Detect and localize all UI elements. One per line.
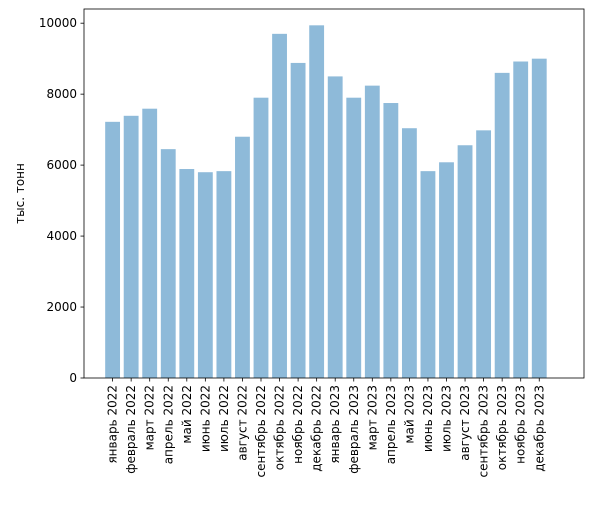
x-tick-label: май 2022 (180, 385, 194, 444)
bar (142, 108, 158, 378)
x-tick-label: октябрь 2022 (273, 385, 287, 470)
x-tick-label: май 2023 (402, 385, 416, 444)
x-tick-label: июль 2022 (217, 385, 231, 452)
y-tick-label: 4000 (46, 229, 77, 243)
x-tick-label: январь 2022 (106, 385, 120, 464)
bar (346, 97, 362, 378)
bar (272, 33, 287, 379)
y-axis-ticks: 0 2000 4000 6000 8000 10000 (39, 16, 84, 385)
bar (216, 171, 232, 378)
bar (105, 121, 121, 378)
x-tick-label: март 2023 (365, 385, 379, 450)
x-tick-label: июнь 2022 (198, 385, 212, 452)
bar (401, 128, 417, 378)
bar (513, 61, 529, 378)
bar (327, 76, 343, 378)
bar (476, 130, 492, 378)
bar (235, 136, 250, 378)
y-tick-label: 8000 (46, 87, 77, 101)
bar (179, 169, 195, 378)
bar (160, 149, 176, 378)
bar (457, 145, 473, 378)
x-tick-label: октябрь 2023 (495, 385, 509, 470)
x-tick-label: декабрь 2022 (310, 385, 324, 472)
x-axis-ticks: январь 2022 февраль 2022 март 2022 апрель 2… (106, 378, 546, 477)
x-tick-label: июнь 2023 (421, 385, 435, 452)
x-tick-label: сентябрь 2022 (254, 385, 268, 477)
x-tick-label: ноябрь 2023 (514, 385, 528, 464)
bar (383, 103, 399, 379)
x-tick-label: январь 2023 (328, 385, 342, 464)
x-tick-label: апрель 2023 (384, 385, 398, 464)
bars-group (105, 25, 547, 379)
x-tick-label: сентябрь 2023 (477, 385, 491, 477)
y-tick-label: 2000 (46, 300, 77, 314)
y-tick-label: 0 (69, 371, 77, 385)
x-tick-label: август 2022 (235, 385, 249, 461)
x-tick-label: июль 2023 (440, 385, 454, 452)
bar (494, 72, 510, 379)
x-tick-label: декабрь 2023 (532, 385, 546, 472)
bar (123, 115, 139, 379)
x-tick-label: февраль 2022 (124, 385, 138, 474)
x-tick-label: февраль 2023 (347, 385, 361, 474)
bar (309, 25, 325, 378)
bar (290, 62, 306, 379)
y-tick-label: 6000 (46, 158, 77, 172)
x-tick-label: апрель 2022 (161, 385, 175, 464)
x-tick-label: август 2023 (458, 385, 472, 461)
bar (253, 97, 269, 378)
x-tick-label: март 2022 (143, 385, 157, 450)
bar (197, 172, 213, 378)
bar (420, 171, 436, 378)
y-axis-label: тыс. тонн (13, 163, 27, 224)
plot-frame (83, 8, 585, 379)
x-tick-label: ноябрь 2022 (291, 385, 305, 464)
bar (364, 85, 380, 378)
y-tick-label: 10000 (39, 16, 77, 30)
bar (531, 58, 547, 379)
bar (439, 162, 454, 378)
